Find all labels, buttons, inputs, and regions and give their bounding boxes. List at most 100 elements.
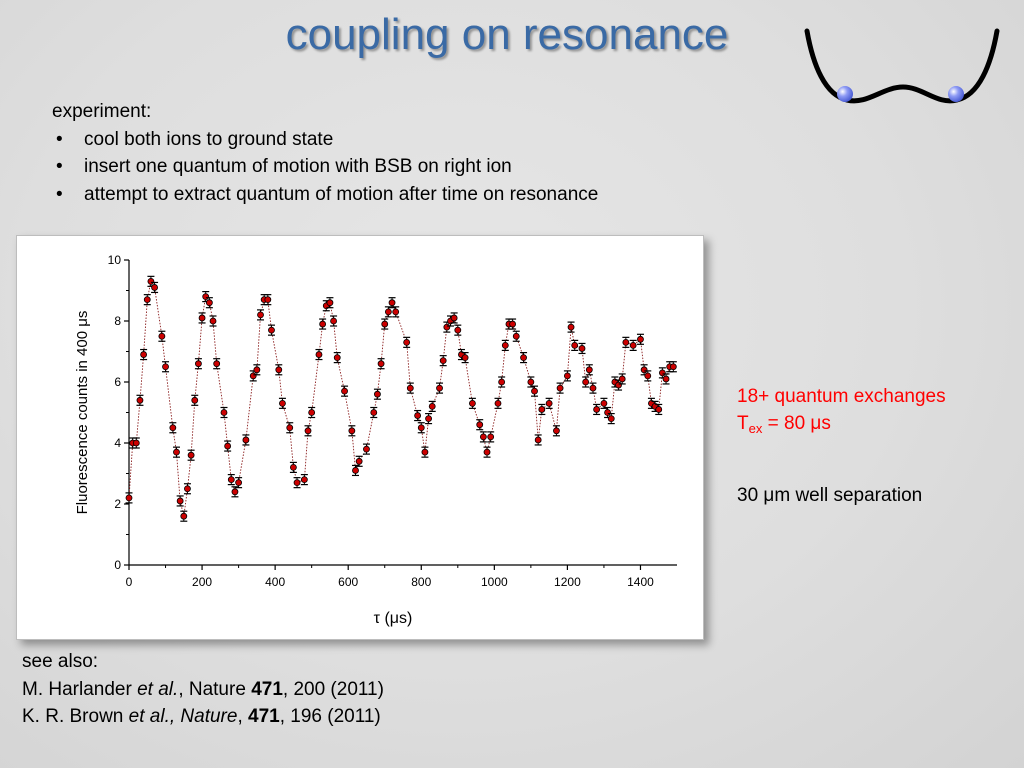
- data-point: [373, 388, 381, 400]
- data-marker: [143, 296, 151, 304]
- exchange-time-text: Tex = 80 μs: [737, 413, 831, 436]
- data-point: [498, 376, 506, 388]
- well-separation-text: 30 μm well separation: [737, 485, 923, 506]
- experiment-description: experiment: • cool both ions to ground st…: [52, 98, 598, 208]
- data-marker: [125, 494, 133, 502]
- data-point: [531, 385, 539, 397]
- data-point: [501, 339, 509, 352]
- data-point: [403, 336, 411, 348]
- experiment-step: • cool both ions to ground state: [52, 126, 598, 154]
- data-point: [213, 358, 221, 370]
- data-marker: [286, 424, 294, 432]
- data-marker: [658, 369, 666, 377]
- data-marker: [604, 409, 611, 416]
- data-marker: [355, 457, 363, 465]
- data-point: [582, 376, 590, 388]
- data-point: [333, 351, 341, 364]
- data-point: [300, 474, 308, 486]
- data-marker: [564, 372, 571, 380]
- data-marker: [629, 342, 637, 349]
- data-marker: [187, 451, 195, 459]
- data-point: [593, 403, 601, 416]
- data-point: [556, 382, 564, 394]
- data-point: [278, 397, 286, 409]
- experiment-steps: • cool both ions to ground state • insert …: [52, 126, 598, 209]
- data-point: [669, 361, 677, 373]
- data-point: [293, 477, 301, 489]
- data-point: [629, 339, 637, 352]
- right-ion-icon: [948, 86, 964, 102]
- data-marker: [308, 409, 316, 416]
- data-marker: [220, 409, 228, 416]
- data-marker: [593, 406, 601, 413]
- data-point: [512, 330, 520, 342]
- x-tick-label: 400: [265, 575, 285, 589]
- data-point: [468, 397, 476, 409]
- data-marker: [304, 427, 312, 435]
- experiment-heading: experiment:: [52, 101, 152, 122]
- data-marker: [319, 320, 327, 328]
- data-point: [578, 342, 586, 355]
- data-point: [436, 382, 444, 394]
- data-point: [194, 358, 202, 370]
- data-point: [286, 422, 294, 434]
- data-point: [476, 419, 484, 431]
- data-point: [235, 477, 243, 489]
- data-marker: [205, 299, 213, 307]
- data-marker: [388, 299, 396, 307]
- reference-brown: K. R. Brown et al., Nature, 471, 196 (20…: [22, 706, 381, 727]
- y-axis-label: Fluorescence counts in 400 μs: [74, 311, 91, 515]
- data-marker: [330, 317, 337, 325]
- data-marker: [377, 360, 385, 368]
- data-marker: [615, 381, 622, 389]
- data-point: [125, 492, 133, 504]
- data-marker: [669, 363, 677, 371]
- data-marker: [443, 323, 451, 331]
- data-marker: [176, 497, 184, 505]
- data-point: [275, 364, 283, 376]
- data-point: [483, 446, 491, 458]
- data-marker: [227, 476, 235, 484]
- x-tick-label: 1000: [481, 575, 508, 589]
- data-marker: [637, 335, 644, 343]
- see-also-label: see also:: [22, 651, 99, 672]
- data-marker: [403, 338, 411, 346]
- data-point: [563, 370, 571, 382]
- quantum-exchanges-text: 18+ quantum exchanges: [737, 386, 946, 407]
- data-marker: [370, 409, 378, 416]
- data-point: [136, 394, 144, 406]
- data-marker: [242, 436, 250, 444]
- data-point: [341, 385, 349, 397]
- data-point: [417, 422, 425, 434]
- data-point: [264, 294, 272, 306]
- data-marker: [600, 399, 608, 407]
- data-marker: [162, 363, 169, 371]
- data-marker: [213, 360, 221, 368]
- data-point: [655, 403, 663, 416]
- data-point: [600, 397, 608, 409]
- data-marker: [300, 476, 308, 484]
- experiment-step: • attempt to extract quantum of motion af…: [52, 181, 598, 209]
- data-point: [352, 464, 360, 477]
- x-tick-label: 1400: [627, 575, 654, 589]
- data-point: [545, 397, 553, 409]
- data-marker: [509, 320, 517, 328]
- data-point: [636, 333, 644, 345]
- y-tick-label: 0: [114, 558, 121, 572]
- data-marker: [512, 332, 520, 340]
- data-marker: [607, 415, 615, 423]
- data-marker: [534, 436, 542, 444]
- data-marker: [198, 314, 206, 322]
- data-marker: [374, 390, 381, 398]
- y-tick-label: 6: [114, 375, 121, 389]
- data-point: [607, 413, 615, 425]
- data-point: [267, 324, 275, 336]
- data-marker: [655, 406, 663, 413]
- data-marker: [501, 342, 509, 349]
- double-well-icon: [804, 28, 1000, 104]
- data-point: [143, 294, 151, 306]
- data-point: [567, 321, 575, 333]
- data-marker: [173, 448, 180, 456]
- data-point: [450, 312, 458, 324]
- data-point: [224, 440, 232, 452]
